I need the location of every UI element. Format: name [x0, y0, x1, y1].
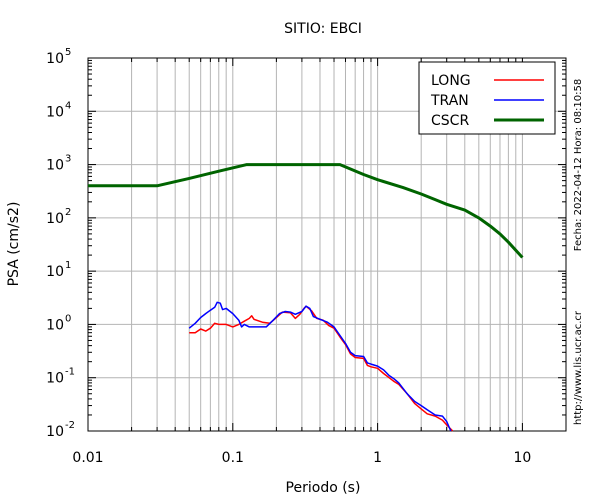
y-tick-exponent: 5: [65, 47, 71, 58]
legend-label-long: LONG: [431, 73, 471, 89]
y-axis-label: PSA (cm/s2): [6, 202, 22, 287]
y-tick-exponent: 4: [65, 100, 71, 111]
series-long-line: [189, 305, 454, 432]
y-tick-exponent: 1: [65, 260, 71, 271]
y-tick-exponent: 0: [65, 313, 71, 324]
y-tick-label: 10: [46, 211, 64, 227]
plot-frame: [87, 57, 567, 432]
chart-title: SITIO: EBCI: [284, 21, 362, 37]
series-cscr-line: [88, 163, 524, 259]
x-tick-label: 1: [373, 450, 382, 466]
x-tick-label: 0.1: [222, 450, 244, 466]
y-tick-label: 10: [46, 264, 64, 280]
x-axis-label: Periodo (s): [286, 480, 361, 496]
series-tran-line: [188, 301, 452, 432]
y-tick-label: 10: [46, 158, 64, 174]
legend-label-tran: TRAN: [430, 93, 469, 109]
legend: LONG TRAN CSCR: [418, 61, 556, 135]
y-tick-exponent: 2: [65, 207, 71, 218]
x-tick-label: 0.01: [72, 450, 103, 466]
y-tick-label: 10: [46, 51, 64, 67]
series-lines: [88, 163, 524, 432]
legend-box: [418, 61, 556, 135]
y-tick-label: 10: [46, 104, 64, 120]
timestamp-annotation: Fecha: 2022-04-12 Hora: 08:10:58: [573, 79, 584, 252]
y-tick-label: 10: [46, 317, 64, 333]
legend-label-cscr: CSCR: [431, 113, 469, 129]
y-tick-exponent: -2: [65, 420, 75, 431]
x-tick-label: 10: [513, 450, 531, 466]
y-tick-label: 10: [46, 371, 64, 387]
source-url-annotation: http://www.lis.ucr.ac.cr: [573, 310, 584, 425]
y-tick-label: 10: [46, 424, 64, 440]
y-tick-exponent: 3: [65, 154, 71, 165]
y-tick-exponent: -1: [65, 367, 75, 378]
